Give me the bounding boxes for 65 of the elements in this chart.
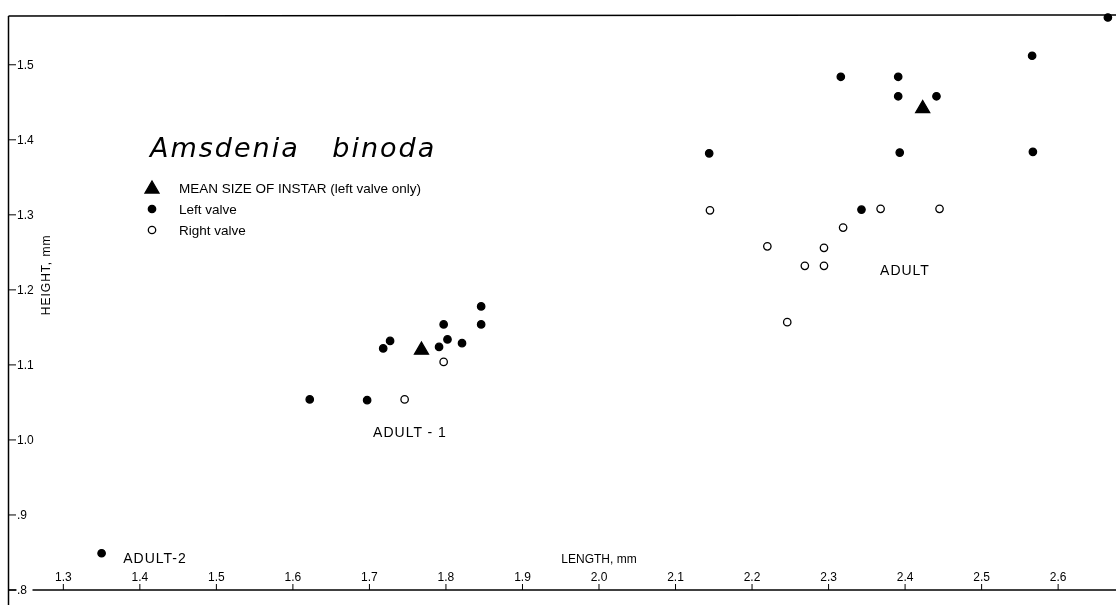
point <box>476 320 486 329</box>
point <box>439 320 448 329</box>
x-tick-label: 1.5 <box>208 570 226 584</box>
y-tick-label: 1.2 <box>17 283 35 298</box>
x-tick-label: 1.4 <box>131 570 149 584</box>
point <box>876 204 885 214</box>
x-tick-label: 1.9 <box>514 570 532 584</box>
point <box>1103 13 1113 22</box>
x-tick-label: 2.1 <box>667 570 685 584</box>
point <box>385 336 395 346</box>
x-axis-title: LENGTH, mm <box>561 552 637 566</box>
y-tick-label: .9 <box>17 508 28 523</box>
point <box>704 148 714 158</box>
point <box>915 99 931 114</box>
x-tick-label: 2.6 <box>1049 570 1067 584</box>
point <box>819 261 829 271</box>
point <box>413 341 430 355</box>
point <box>362 395 372 405</box>
point <box>378 344 388 353</box>
x-tick-label: 2.4 <box>896 570 914 584</box>
text: Amsdenia binoda <box>148 132 437 163</box>
point <box>838 223 848 232</box>
point <box>439 357 448 367</box>
annotation: ADULT-2 <box>123 549 187 566</box>
x-tick-label: 1.7 <box>361 570 379 584</box>
point <box>443 335 452 344</box>
y-tick-label: 1.1 <box>17 358 35 373</box>
point <box>893 72 903 82</box>
annotation: ADULT - 1 <box>373 423 447 440</box>
point <box>1027 51 1037 61</box>
x-tick-label: 2.0 <box>590 570 608 584</box>
annotation: ADULT <box>880 261 930 278</box>
x-tick-label: 2.5 <box>973 570 991 584</box>
point <box>476 302 486 311</box>
y-tick-label: 1.4 <box>17 133 35 147</box>
point <box>763 242 772 251</box>
point <box>705 205 715 215</box>
x-tick-label: 1.6 <box>284 570 302 584</box>
y-tick-label: 1.3 <box>17 208 35 223</box>
legend-label: Left valve <box>179 201 237 217</box>
point <box>1028 147 1038 157</box>
x-tick-label: 1.3 <box>54 570 72 584</box>
point <box>457 338 467 348</box>
point <box>434 342 444 352</box>
x-tick-label: 1.8 <box>437 570 455 584</box>
point <box>819 243 829 253</box>
point <box>97 548 106 558</box>
point <box>836 72 846 82</box>
legend-label: Right valve <box>179 222 246 238</box>
point <box>932 91 941 101</box>
point <box>857 205 866 214</box>
x-tick-label: 2.3 <box>820 570 838 584</box>
y-tick-label: 1.5 <box>17 57 35 72</box>
point <box>400 395 409 404</box>
y-axis-title: HEIGHT, mm <box>39 234 53 316</box>
x-tick-label: 2.2 <box>743 570 761 584</box>
point <box>305 395 315 404</box>
y-tick-label: .8 <box>17 583 28 598</box>
legend-label: MEAN SIZE OF INSTAR (left valve only) <box>179 180 422 196</box>
point <box>895 148 905 157</box>
point <box>782 317 792 327</box>
y-tick-label: 1.0 <box>17 433 35 448</box>
point <box>800 261 810 271</box>
point <box>935 204 944 214</box>
point <box>893 91 903 101</box>
